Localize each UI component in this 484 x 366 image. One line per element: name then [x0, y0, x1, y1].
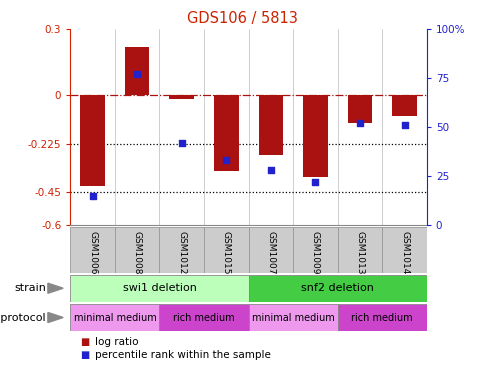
Bar: [70, 304, 159, 331]
Text: GSM1013: GSM1013: [355, 231, 363, 274]
Bar: [292, 227, 337, 273]
Text: GSM1012: GSM1012: [177, 231, 186, 274]
Text: GSM1014: GSM1014: [399, 231, 408, 274]
Text: GSM1006: GSM1006: [88, 231, 97, 274]
Bar: [392, 94, 416, 116]
Point: [222, 157, 230, 163]
Text: rich medium: rich medium: [351, 313, 412, 322]
Text: log ratio: log ratio: [94, 337, 138, 347]
Text: GSM1008: GSM1008: [133, 231, 141, 274]
Text: percentile rank within the sample: percentile rank within the sample: [94, 350, 270, 360]
Bar: [159, 304, 248, 331]
Text: minimal medium: minimal medium: [251, 313, 334, 322]
Text: rich medium: rich medium: [173, 313, 234, 322]
Polygon shape: [48, 283, 63, 293]
Bar: [248, 227, 292, 273]
Text: strain: strain: [14, 283, 46, 293]
Text: growth protocol: growth protocol: [0, 313, 46, 322]
Bar: [70, 274, 248, 302]
Bar: [347, 94, 371, 123]
Point: [178, 140, 185, 146]
Bar: [213, 94, 238, 171]
Point: [133, 71, 141, 77]
Bar: [337, 304, 426, 331]
Text: GDS106 / 5813: GDS106 / 5813: [187, 11, 297, 26]
Point: [400, 122, 408, 128]
Bar: [159, 227, 204, 273]
Bar: [115, 227, 159, 273]
Text: ■: ■: [80, 337, 89, 347]
Text: GSM1009: GSM1009: [310, 231, 319, 274]
Bar: [258, 94, 283, 156]
Bar: [302, 94, 327, 177]
Bar: [204, 227, 248, 273]
Bar: [70, 227, 115, 273]
Bar: [248, 274, 426, 302]
Text: minimal medium: minimal medium: [74, 313, 156, 322]
Point: [266, 167, 274, 173]
Bar: [381, 227, 426, 273]
Text: snf2 deletion: snf2 deletion: [301, 283, 373, 293]
Bar: [169, 94, 194, 99]
Bar: [248, 304, 337, 331]
Text: ■: ■: [80, 350, 89, 360]
Bar: [80, 94, 105, 186]
Text: GSM1015: GSM1015: [221, 231, 230, 274]
Polygon shape: [48, 313, 63, 322]
Text: GSM1007: GSM1007: [266, 231, 275, 274]
Text: swi1 deletion: swi1 deletion: [122, 283, 196, 293]
Point: [311, 179, 318, 185]
Point: [355, 120, 363, 126]
Bar: [125, 47, 149, 94]
Point: [89, 193, 96, 199]
Bar: [337, 227, 381, 273]
